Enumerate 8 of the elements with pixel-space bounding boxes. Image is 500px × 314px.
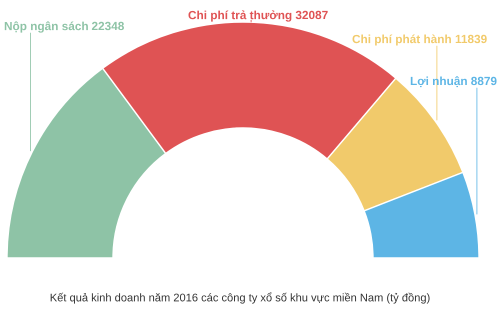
slice-label: Chi phí trả thưởng: [188, 10, 292, 22]
slice-label: Nộp ngân sách: [4, 21, 88, 33]
data-label: 8879: [471, 76, 497, 86]
slice-label: Chi phí phát hành: [352, 34, 451, 46]
data-label: 32087: [296, 10, 328, 20]
text: Kết quả kinh doanh năm 2016 các công ty xổ số khu vực miền Nam (tỷ đồng): [50, 292, 430, 304]
data-label: 11839: [456, 34, 487, 44]
data-label: 22348: [92, 22, 124, 30]
